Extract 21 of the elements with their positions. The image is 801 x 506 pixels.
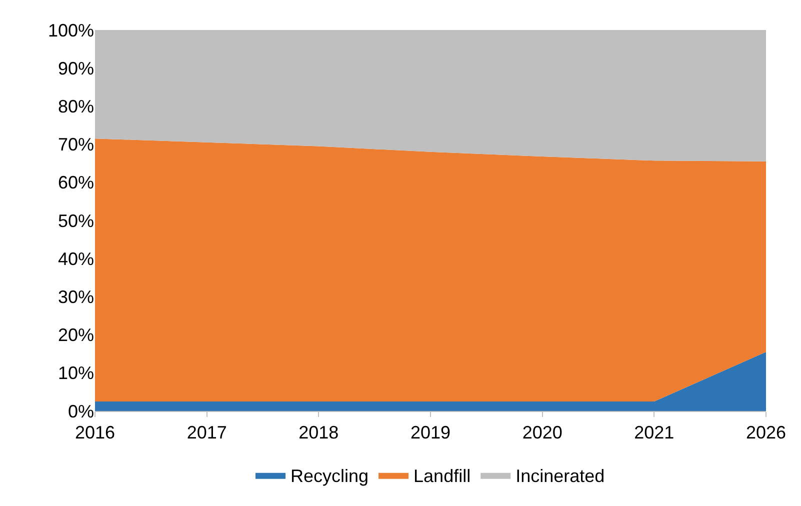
- y-tick-label: 50%: [58, 210, 94, 231]
- y-tick-label: 70%: [58, 134, 94, 155]
- x-tick-label: 2020: [522, 422, 562, 443]
- y-tick-label: 30%: [58, 287, 94, 307]
- y-tick-label: 100%: [48, 20, 94, 40]
- y-tick-label: 0%: [68, 401, 94, 422]
- y-tick-label: 80%: [58, 96, 94, 116]
- y-tick-label: 10%: [58, 363, 94, 384]
- x-tick-label: 2017: [186, 422, 227, 443]
- legend-label: Recycling: [290, 466, 369, 486]
- x-tick-label: 2019: [410, 422, 451, 443]
- y-tick-label: 60%: [58, 172, 94, 193]
- y-tick-label: 40%: [58, 248, 94, 269]
- x-tick-label: 2016: [74, 422, 116, 443]
- y-tick-label: 20%: [58, 325, 94, 346]
- legend-label: Landfill: [414, 466, 471, 486]
- x-tick-label: 2026: [746, 422, 786, 443]
- legend-label: Incinerated: [516, 466, 605, 486]
- x-tick-label: 2018: [298, 422, 339, 443]
- y-tick-label: 90%: [58, 58, 94, 78]
- x-tick-label: 2021: [634, 422, 674, 443]
